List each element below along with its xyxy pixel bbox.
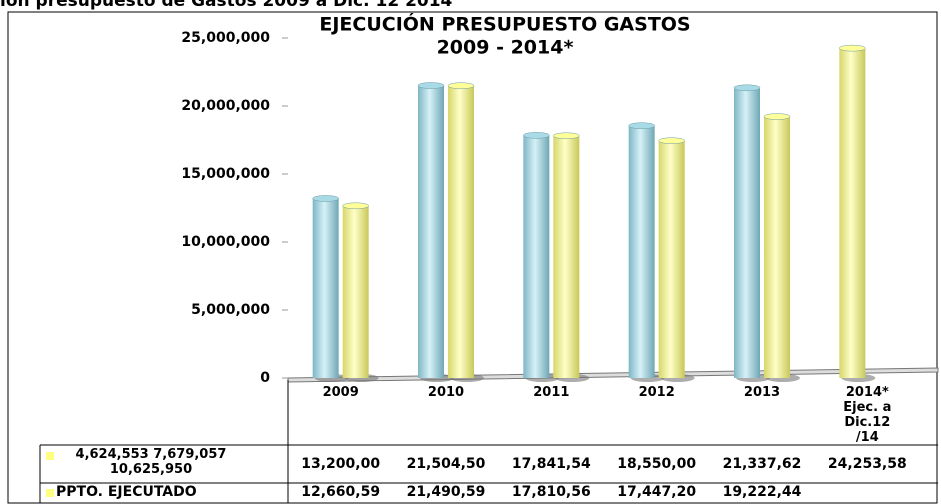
bar <box>418 85 444 378</box>
x-tick-label: 2013 <box>743 385 781 400</box>
bar-top <box>312 195 339 202</box>
y-tick-label: 10,000,000 <box>181 234 270 250</box>
y-tick-label: 0 <box>260 370 270 386</box>
table-value: 24,253,58 <box>827 456 907 472</box>
table-value: 12,660,59 <box>301 484 381 500</box>
bar-top <box>733 84 761 92</box>
bar <box>628 125 655 378</box>
bar <box>553 135 580 378</box>
bar <box>342 205 369 378</box>
bar-top <box>628 122 655 129</box>
table-value: 21,490,59 <box>406 484 486 500</box>
legend-label: 4,624,553 7,679,057 10,625,950 <box>75 447 227 477</box>
bar <box>734 87 760 379</box>
x-tick-label: 2010 <box>427 385 465 400</box>
table-value: 21,337,62 <box>722 456 802 472</box>
chart-title: EJECUCIÓN PRESUPUESTO GASTOS <box>319 12 690 36</box>
table-value: 17,810,56 <box>511 484 591 500</box>
y-tick-label: 20,000,000 <box>181 98 270 114</box>
bar <box>523 135 550 378</box>
legend-label: PPTO. EJECUTADO <box>56 484 197 500</box>
bar-top <box>763 113 791 120</box>
bar-top <box>839 44 866 52</box>
frame <box>7 11 938 504</box>
y-tick-label: 5,000,000 <box>191 302 270 318</box>
table-value: 17,841,54 <box>511 456 591 472</box>
bar <box>658 140 685 378</box>
table-value: 13,200,00 <box>301 456 381 472</box>
x-tick-label: 2011 <box>533 385 570 400</box>
x-tick-label: 2014* Ejec. a Dic.12 /14 <box>843 385 892 445</box>
bar <box>312 198 339 378</box>
bar-top <box>553 132 580 140</box>
chart-subtitle: 2009 - 2014* <box>437 37 574 59</box>
table-value: 19,222,44 <box>722 484 802 500</box>
legend-swatch <box>46 452 54 460</box>
bar <box>839 48 866 379</box>
x-tick-label: 2009 <box>322 385 359 400</box>
table-value: 17,447,20 <box>617 484 697 500</box>
bar <box>448 85 474 379</box>
y-tick-label: 15,000,000 <box>181 166 270 182</box>
y-tick-label: 25,000,000 <box>181 30 270 46</box>
bar-top <box>447 82 475 89</box>
bar-top <box>523 132 550 139</box>
table-value: 18,550,00 <box>617 456 697 472</box>
bar-top <box>658 137 685 144</box>
table-value: 21,504,50 <box>406 456 486 472</box>
bar <box>764 116 790 378</box>
bar-top <box>342 202 369 210</box>
heading: ion presupuesto de Gastos 2009 a Dic. 12… <box>0 0 453 11</box>
bar-top <box>417 82 445 89</box>
x-tick-label: 2012 <box>638 385 675 400</box>
legend-swatch <box>46 489 54 497</box>
